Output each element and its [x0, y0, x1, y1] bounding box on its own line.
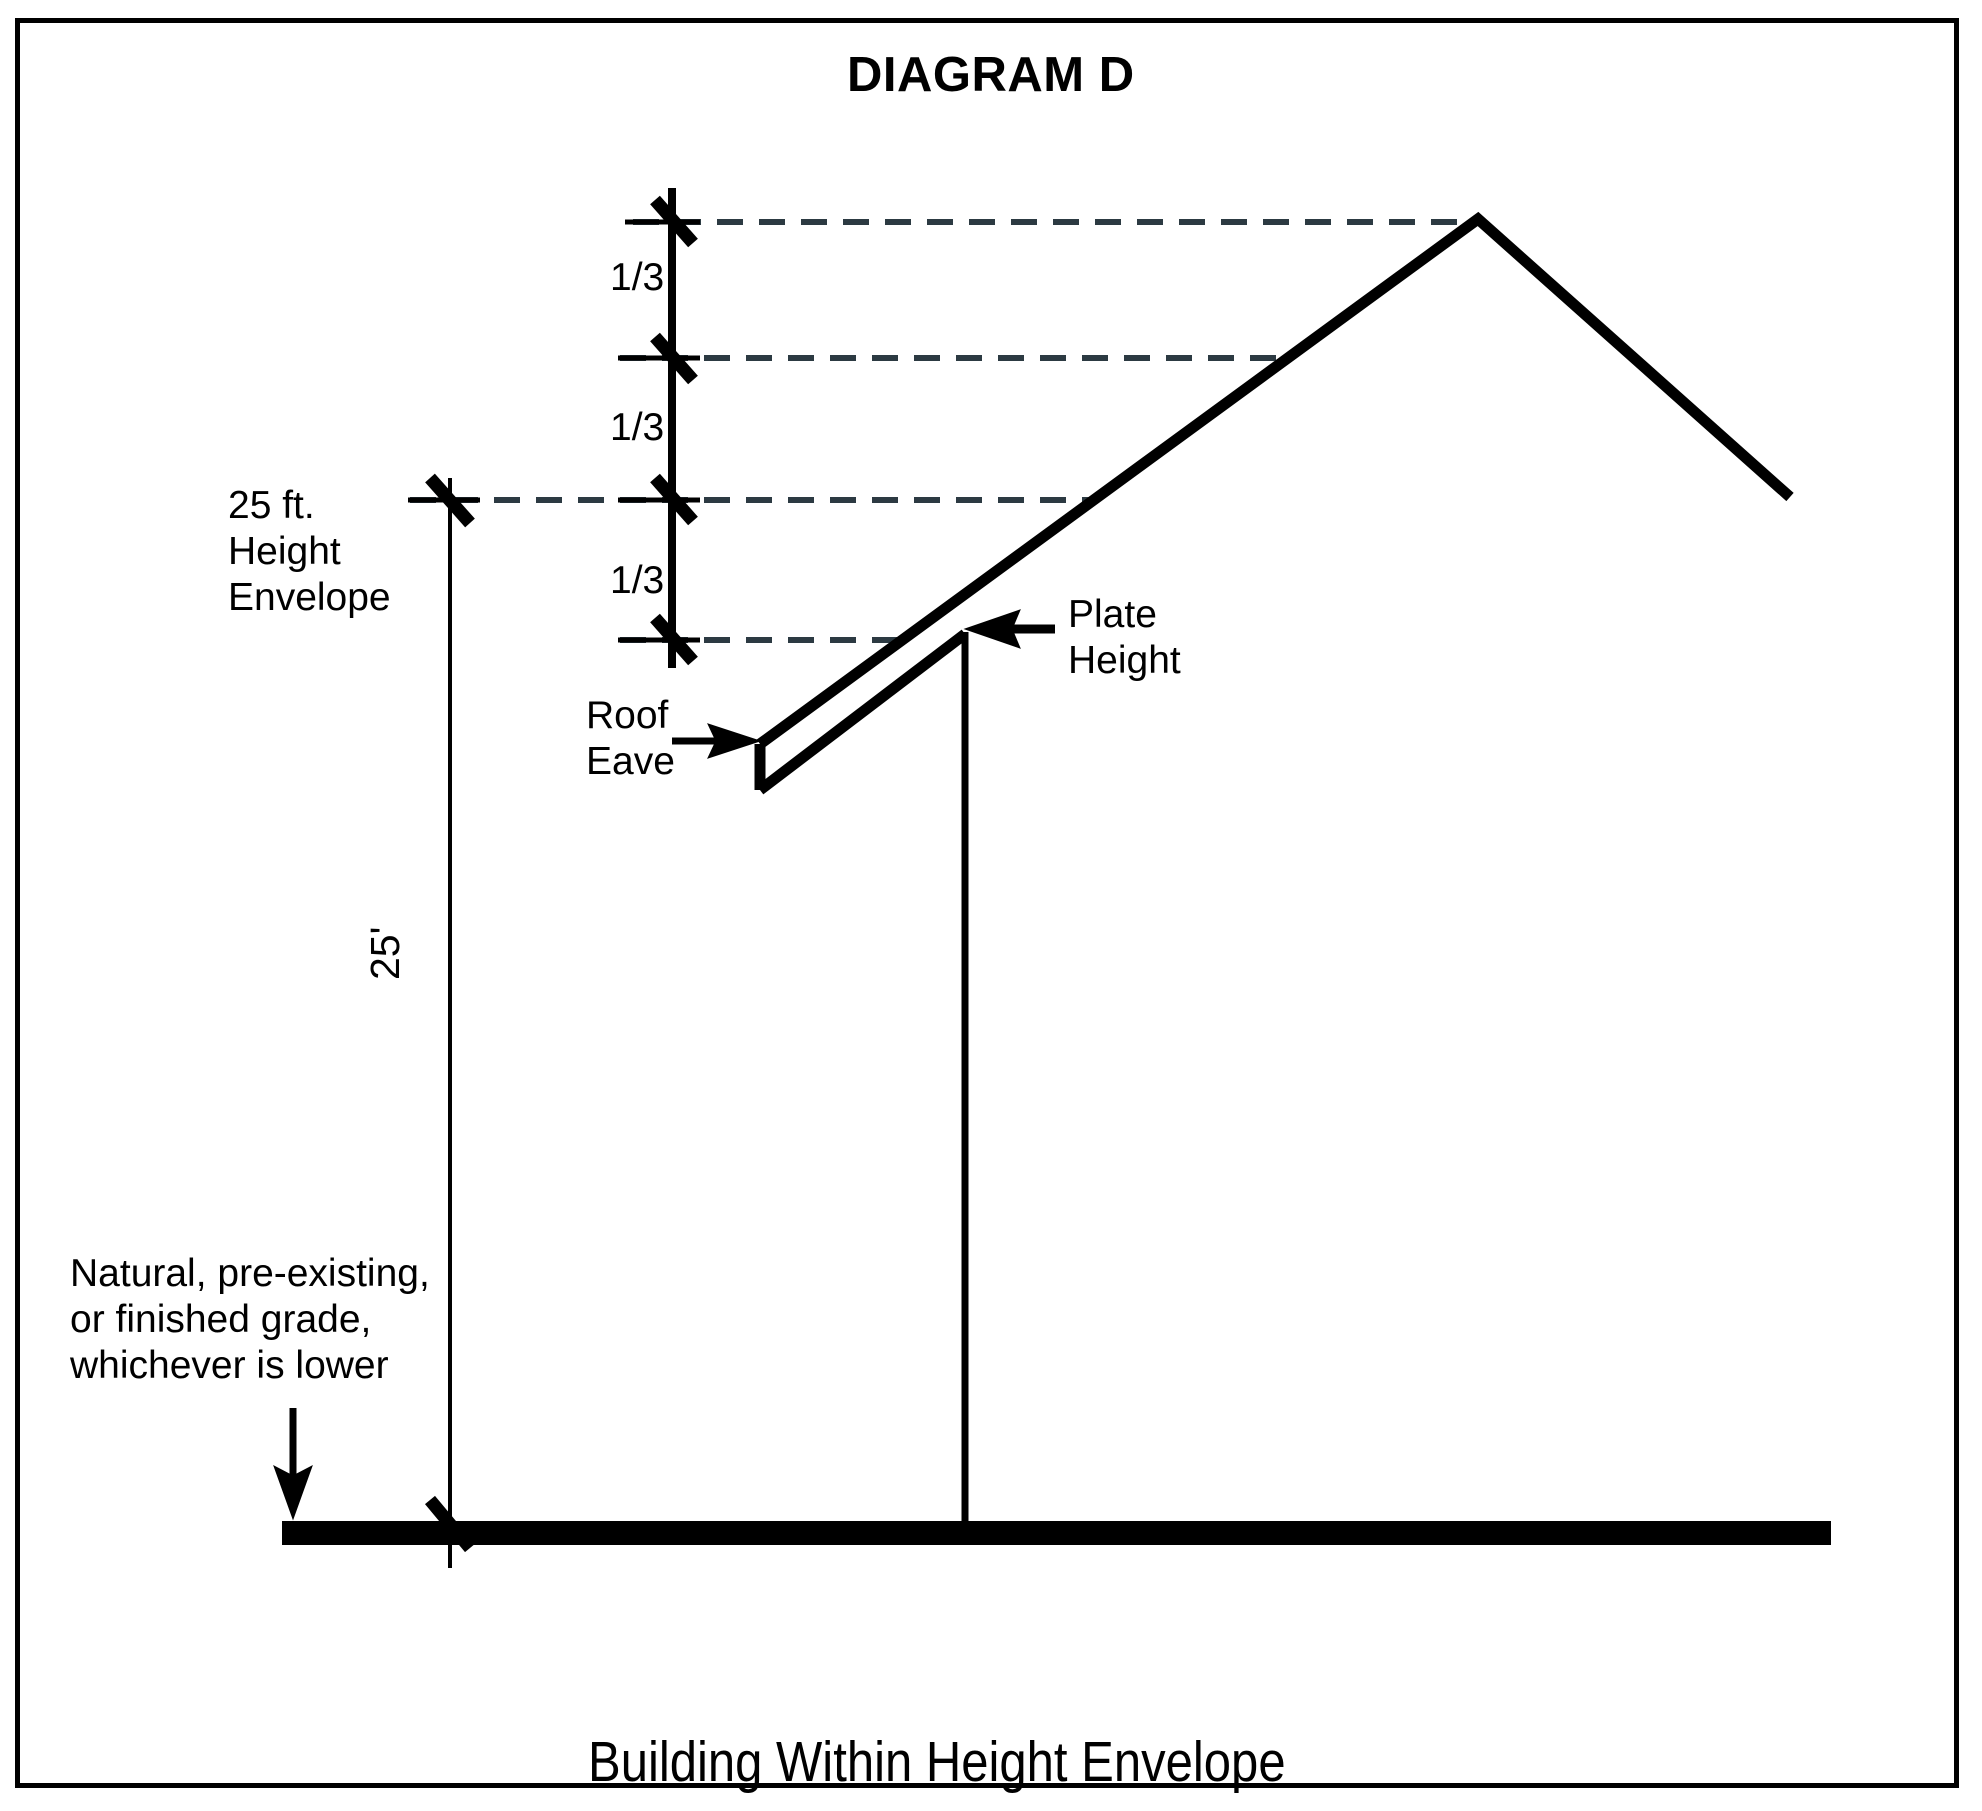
plate-height-callout-arrow: [963, 609, 1055, 649]
grade-callout-arrow: [273, 1408, 313, 1521]
roof-soffit-line: [756, 629, 969, 795]
thirds-slash-tick-1: [650, 195, 698, 248]
roof-eave-callout-arrow: [672, 723, 762, 759]
thirds-slash-tick-3: [650, 473, 698, 526]
roof-eave-arrow-head: [707, 723, 762, 759]
grade-note-label: Natural, pre-existing, or finished grade…: [70, 1252, 430, 1388]
plate-height-arrow-head: [963, 609, 1021, 649]
thirds-dimension-line: [618, 188, 700, 668]
ground-line: [282, 1521, 1831, 1545]
height-envelope-label: 25 ft. Height Envelope: [228, 484, 391, 620]
overall-height-label: 25': [362, 926, 408, 980]
third-fraction-label-1: 1/3: [610, 256, 665, 299]
roof-eave-label: Roof Eave: [586, 694, 675, 784]
roof-upper-slope: [756, 211, 1794, 749]
thirds-slash-tick-2: [650, 332, 698, 385]
thirds-slash-tick-4: [650, 613, 698, 666]
diagram-border: [15, 18, 1959, 1788]
dashed-level-lines: [410, 219, 1478, 643]
grade-arrow-head: [273, 1464, 313, 1521]
third-fraction-label-2: 1/3: [610, 406, 665, 449]
height-dimension-slash-top: [425, 473, 475, 528]
plate-height-label: Plate Height: [1068, 593, 1181, 683]
building-outline: [754, 211, 1794, 795]
overall-height-dimension-line: [408, 473, 480, 1568]
caption-line-1: Building Within Height Envelope: [588, 1729, 1286, 1794]
diagram-caption: Building Within Height Envelope For Pitc…: [588, 1580, 1286, 1811]
page-title: DIAGRAM D: [847, 48, 1135, 102]
third-fraction-label-3: 1/3: [610, 559, 665, 602]
